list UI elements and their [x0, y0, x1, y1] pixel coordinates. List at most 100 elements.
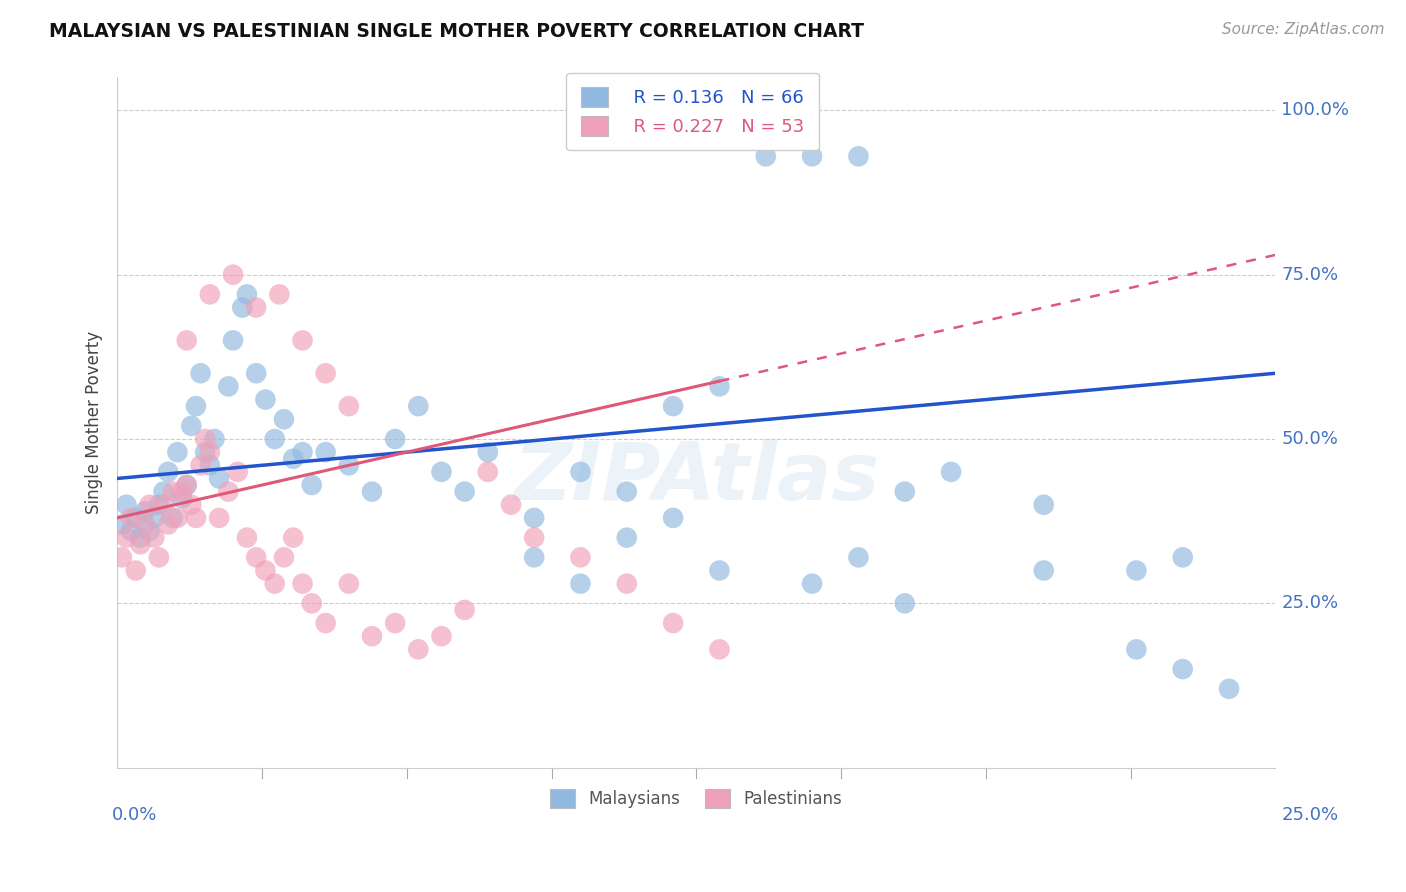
Text: ZIPAtlas: ZIPAtlas [513, 439, 879, 516]
Point [198, 458, 221, 473]
Text: 25.0%: 25.0% [1281, 805, 1339, 823]
Point [499, 498, 522, 512]
Point [1032, 564, 1054, 578]
Point [569, 576, 592, 591]
Point [893, 484, 915, 499]
Point [662, 511, 685, 525]
Point [291, 334, 314, 348]
Point [184, 399, 207, 413]
Point [190, 458, 212, 473]
Point [138, 498, 160, 512]
Point [157, 517, 180, 532]
Point [138, 524, 160, 538]
Point [180, 498, 202, 512]
Y-axis label: Single Mother Poverty: Single Mother Poverty [86, 331, 103, 514]
Point [111, 550, 134, 565]
Point [662, 616, 685, 631]
Point [301, 478, 323, 492]
Text: 75.0%: 75.0% [1281, 266, 1339, 284]
Point [120, 524, 142, 538]
Point [477, 465, 499, 479]
Point [245, 550, 267, 565]
Point [180, 418, 202, 433]
Point [408, 399, 430, 413]
Text: MALAYSIAN VS PALESTINIAN SINGLE MOTHER POVERTY CORRELATION CHART: MALAYSIAN VS PALESTINIAN SINGLE MOTHER P… [49, 22, 865, 41]
Point [125, 511, 148, 525]
Point [384, 432, 406, 446]
Point [222, 334, 245, 348]
Point [709, 379, 731, 393]
Point [129, 537, 152, 551]
Point [453, 484, 475, 499]
Point [477, 445, 499, 459]
Point [361, 484, 384, 499]
Point [170, 484, 193, 499]
Point [236, 287, 259, 301]
Point [226, 465, 249, 479]
Point [1171, 550, 1194, 565]
Point [194, 432, 217, 446]
Point [1171, 662, 1194, 676]
Point [1032, 498, 1054, 512]
Point [176, 478, 198, 492]
Point [616, 484, 638, 499]
Point [616, 531, 638, 545]
Point [208, 511, 231, 525]
Point [755, 149, 778, 163]
Point [709, 642, 731, 657]
Point [430, 629, 453, 643]
Point [134, 517, 156, 532]
Text: 100.0%: 100.0% [1281, 102, 1350, 120]
Point [115, 531, 138, 545]
Point [217, 379, 239, 393]
Point [569, 550, 592, 565]
Point [143, 511, 166, 525]
Point [1125, 642, 1147, 657]
Point [315, 616, 337, 631]
Legend: Malaysians, Palestinians: Malaysians, Palestinians [537, 776, 856, 822]
Point [430, 465, 453, 479]
Point [166, 511, 188, 525]
Point [301, 596, 323, 610]
Point [848, 550, 870, 565]
Point [893, 596, 915, 610]
Point [709, 564, 731, 578]
Point [134, 504, 156, 518]
Point [143, 531, 166, 545]
Point [263, 576, 285, 591]
Point [176, 334, 198, 348]
Point [1125, 564, 1147, 578]
Point [337, 399, 360, 413]
Point [217, 484, 239, 499]
Point [291, 576, 314, 591]
Point [129, 531, 152, 545]
Point [273, 550, 295, 565]
Point [190, 366, 212, 380]
Point [408, 642, 430, 657]
Point [939, 465, 962, 479]
Point [152, 498, 174, 512]
Point [337, 576, 360, 591]
Point [291, 445, 314, 459]
Point [801, 576, 824, 591]
Point [254, 392, 277, 407]
Point [194, 445, 217, 459]
Point [283, 451, 305, 466]
Point [273, 412, 295, 426]
Point [152, 484, 174, 499]
Point [148, 498, 170, 512]
Point [157, 465, 180, 479]
Point [184, 511, 207, 525]
Point [170, 491, 193, 505]
Point [166, 445, 188, 459]
Point [361, 629, 384, 643]
Point [523, 550, 546, 565]
Point [662, 399, 685, 413]
Point [801, 149, 824, 163]
Text: 50.0%: 50.0% [1281, 430, 1339, 448]
Point [263, 432, 285, 446]
Point [616, 576, 638, 591]
Point [148, 550, 170, 565]
Point [162, 511, 184, 525]
Point [453, 603, 475, 617]
